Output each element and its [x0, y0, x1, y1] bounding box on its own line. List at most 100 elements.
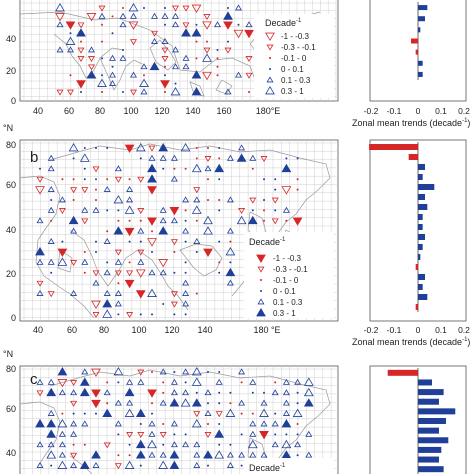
trend-dot-neg [128, 454, 131, 457]
trend-dot-pos [83, 147, 86, 149]
trend-dot-pos [240, 464, 243, 467]
trend-triangle-down [161, 56, 169, 62]
trend-dot-pos [218, 209, 221, 212]
zonal-trend-bar [418, 16, 425, 22]
panel-a-bar-tick-2: -0.1 [387, 106, 402, 116]
trend-triangle-down [238, 208, 246, 214]
zonal-trend-bar [418, 446, 442, 453]
trend-triangle-up [182, 279, 190, 286]
trend-triangle-up [124, 408, 135, 417]
trend-dot-pos [274, 209, 277, 212]
trend-triangle-up [126, 399, 134, 406]
panel-b-legend-entry-3: -0.1 - 0 [273, 276, 299, 285]
trend-triangle-up [172, 63, 179, 70]
trend-triangle-up [225, 267, 236, 277]
trend-triangle-up [215, 378, 223, 385]
trend-dot-pos [195, 23, 198, 26]
trend-triangle-up [191, 163, 202, 173]
panel-b-legend-entry-1: -1 - -0.3 [273, 254, 302, 263]
zonal-trend-bar [418, 60, 423, 66]
panel-a-map-frame [19, 0, 339, 102]
trend-dot-pos [95, 240, 97, 243]
trend-triangle-up [249, 430, 257, 437]
trend-dot-pos [151, 412, 153, 415]
trend-triangle-up [282, 389, 290, 396]
panel-b-bar-xlabel: Zonal mean trends (decade-1) [352, 337, 470, 347]
trend-triangle-up [169, 450, 180, 459]
zonal-trend-bar [418, 466, 444, 473]
trend-triangle-down [114, 270, 122, 277]
trend-dot-neg [80, 40, 82, 43]
trend-triangle-up [159, 154, 167, 161]
trend-dot-neg [139, 219, 142, 222]
trend-triangle-up [124, 387, 135, 397]
panel-b-bar-ticks: -0.2 -0.1 0 0.1 0.2 [364, 325, 471, 335]
trend-triangle-up [79, 377, 90, 386]
trend-triangle-up [170, 420, 178, 427]
trend-triangle-down [266, 44, 274, 51]
trend-triangle-down [124, 227, 135, 237]
trend-triangle-down [202, 21, 212, 30]
panel-a: 40 20 0 40 60 80 100 120 140 160 180°E D… [6, 0, 470, 128]
trend-dot-pos [151, 313, 153, 316]
trend-triangle-up [140, 63, 148, 70]
trend-dot-pos [50, 199, 53, 201]
trend-triangle-up [214, 450, 225, 459]
trend-triangle-up [81, 258, 89, 265]
zonal-trend-bar [418, 379, 432, 386]
trend-triangle-up [169, 460, 180, 469]
trend-triangle-up [47, 165, 55, 172]
trend-dot-neg [248, 91, 250, 93]
trend-triangle-up [57, 460, 68, 469]
trend-dot-neg [61, 178, 64, 181]
zonal-trend-bar [415, 304, 418, 310]
panel-a-legend-entry-1: -1 - -0.3 [281, 32, 310, 41]
trend-dot-pos [274, 178, 277, 181]
trend-dot-pos [128, 240, 131, 243]
trend-triangle-up [47, 410, 55, 416]
zonal-trend-bar [418, 274, 425, 280]
panel-c-lat-ticks: 80 60 40 [6, 364, 16, 458]
trend-dot-pos [207, 371, 209, 373]
trend-triangle-up [36, 290, 44, 296]
trend-triangle-up [282, 410, 290, 416]
trend-triangle-up [247, 215, 258, 225]
trend-triangle-down [130, 39, 137, 46]
trend-triangle-up [119, 12, 127, 19]
trend-triangle-up [91, 450, 101, 459]
zonal-trend-bar [418, 244, 423, 250]
trend-dot-neg [229, 402, 232, 405]
trend-triangle-up [172, 12, 179, 19]
trend-triangle-up [137, 258, 145, 265]
trend-dot-pos [162, 167, 165, 170]
zonal-trend-bar [415, 49, 418, 55]
trend-triangle-up [259, 408, 269, 417]
trend-dot-neg [207, 423, 209, 425]
trend-triangle-down [55, 13, 65, 22]
trend-dot-neg [106, 381, 109, 384]
panel-b-lat-tick-0: 0 [11, 313, 16, 323]
trend-triangle-up [158, 460, 169, 469]
trend-triangle-up [76, 28, 86, 37]
trend-triangle-up [238, 144, 246, 151]
trend-dot-neg [101, 40, 103, 43]
trend-triangle-up [282, 378, 290, 385]
trend-dot-neg [195, 57, 198, 60]
trend-dot-pos [184, 219, 187, 222]
trend-dot-pos [139, 240, 142, 243]
zonal-trend-bar [369, 144, 418, 150]
trend-triangle-down [91, 399, 101, 409]
trend-dot-neg [95, 199, 97, 201]
trend-triangle-down [124, 144, 135, 153]
trend-triangle-up [180, 398, 191, 407]
trend-dot-neg [240, 412, 243, 415]
trend-dot-neg [72, 178, 75, 181]
trend-triangle-down [203, 248, 213, 257]
trend-dot-neg [164, 91, 166, 93]
panel-b-lat-tick-20: 20 [6, 269, 16, 279]
trend-triangle-down [257, 266, 265, 273]
panel-a-lon-tick-100: 100 [123, 106, 138, 116]
trend-triangle-up [46, 387, 57, 397]
trend-triangle-up [235, 4, 242, 11]
trend-triangle-up [92, 206, 100, 213]
